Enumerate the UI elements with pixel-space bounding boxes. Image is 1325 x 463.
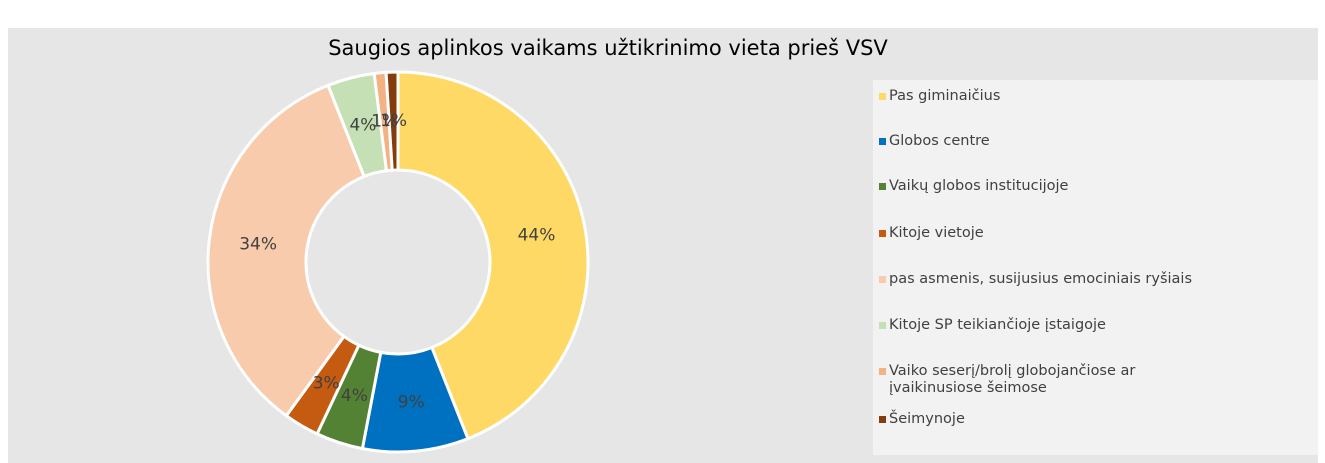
data-label: 4% <box>349 115 376 135</box>
legend-label: Vaikų globos institucijoje <box>889 178 1069 194</box>
chart-title: Saugios aplinkos vaikams užtikrinimo vie… <box>328 36 888 60</box>
legend-item: Vaiko seserį/brolį globojančiose ar įvai… <box>879 363 1219 397</box>
legend-label: Pas giminaičius <box>889 88 1001 104</box>
legend-swatch <box>879 183 886 190</box>
data-label: 3% <box>313 373 340 393</box>
data-label: 44% <box>518 226 556 246</box>
legend-swatch <box>879 138 886 145</box>
legend-swatch <box>879 230 886 237</box>
donut-slice <box>206 83 367 418</box>
legend-item: Kitoje vietoje <box>879 225 1219 242</box>
legend-swatch <box>879 322 886 329</box>
data-label: 1% <box>380 111 407 131</box>
legend-label: pas asmenis, susijusius emociniais ryšia… <box>889 271 1193 287</box>
legend-label: Kitoje vietoje <box>889 225 984 241</box>
legend-item: Pas giminaičius <box>879 88 1219 105</box>
legend-swatch <box>879 93 886 100</box>
legend-item: Globos centre <box>879 133 1219 150</box>
legend-item: pas asmenis, susijusius emociniais ryšia… <box>879 271 1219 288</box>
data-label: 9% <box>398 392 425 412</box>
donut-slice <box>384 70 400 172</box>
legend-label: Šeimynoje <box>889 411 965 427</box>
legend-item: Kitoje SP teikiančioje įstaigoje <box>879 317 1219 334</box>
legend-swatch <box>879 368 886 375</box>
legend-label: Globos centre <box>889 133 990 149</box>
data-label: 4% <box>341 386 368 406</box>
legend-label: Kitoje SP teikiančioje įstaigoje <box>889 317 1106 333</box>
legend: Pas giminaičius Globos centre Vaikų globos… <box>873 80 1318 455</box>
data-label: 34% <box>239 234 277 254</box>
legend-label: Vaiko seserį/brolį globojančiose ar įvai… <box>889 363 1136 396</box>
donut-slice <box>396 70 590 441</box>
legend-swatch <box>879 276 886 283</box>
legend-swatch <box>879 416 886 423</box>
legend-item: Vaikų globos institucijoje <box>879 178 1219 195</box>
data-label: 1% <box>371 112 398 132</box>
legend-item: Šeimynoje <box>879 411 1219 428</box>
